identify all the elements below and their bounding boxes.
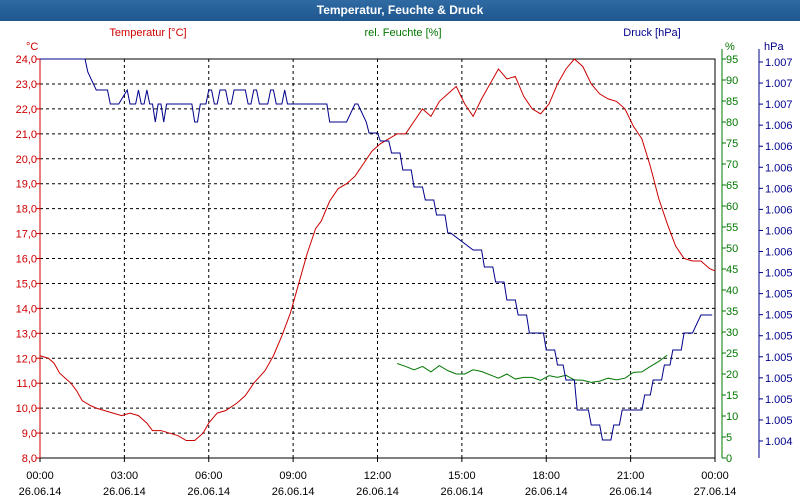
humidity-tick-label: 65: [726, 180, 738, 192]
time-axis: 00:00 26.06.14 03:00 26.06.14 06:00 26.06.14 0…: [19, 458, 737, 498]
pressure-tick-label: 1.006: [765, 225, 793, 237]
temperature-tick-label: 11,0: [16, 378, 37, 390]
time-tick-label: 15:00: [448, 470, 476, 482]
date-tick-label: 26.06.14: [187, 486, 230, 498]
gridlines: [40, 59, 715, 458]
humidity-tick-label: 95: [726, 54, 738, 66]
temperature-tick-label: 18,0: [16, 204, 37, 216]
pressure-tick-label: 1.007: [765, 57, 793, 69]
temperature-tick-label: 22,0: [16, 104, 37, 116]
pressure-tick-label: 1.005: [765, 310, 793, 322]
humidity-tick-label: 75: [726, 138, 738, 150]
date-tick-label: 26.06.14: [440, 486, 483, 498]
pressure-tick-label: 1.005: [765, 268, 793, 280]
temperature-series-line: [39, 58, 716, 442]
pressure-tick-label: 1.005: [765, 331, 793, 343]
pressure-tick-label: 1.004: [765, 436, 793, 448]
humidity-series-line: [397, 354, 668, 383]
time-tick-label: 00:00: [701, 470, 729, 482]
temperature-tick-label: 13,0: [16, 328, 37, 340]
pressure-tick-label: 1.005: [765, 289, 793, 301]
chart-title: Temperatur, Feuchte & Druck: [0, 0, 800, 21]
time-tick-label: 03:00: [111, 470, 139, 482]
humidity-tick-label: 30: [726, 327, 738, 339]
humidity-axis: 0 5 10 15 20 25 30 35 40 45 50 55 60 65 70 75 80 85 90 95: [721, 49, 738, 465]
humidity-tick-label: 60: [726, 201, 738, 213]
temperature-axis-label: Temperatur [°C]: [109, 27, 186, 39]
temperature-tick-label: 21,0: [16, 129, 37, 141]
humidity-tick-label: 50: [726, 243, 738, 255]
temperature-tick-label: 16,0: [16, 254, 37, 266]
pressure-tick-label: 1.006: [765, 162, 793, 174]
humidity-unit: %: [725, 41, 735, 53]
temperature-axis: 8,0 9,0 10,0 11,0 12,0 13,0 14,0 15,0 16,0 17,0 18…: [16, 54, 41, 465]
series-lines: [39, 58, 716, 442]
humidity-tick-label: 10: [726, 411, 738, 423]
temperature-tick-label: 17,0: [16, 229, 37, 241]
humidity-tick-label: 45: [726, 264, 738, 276]
pressure-tick-label: 1.006: [765, 141, 793, 153]
pressure-tick-label: 1.006: [765, 204, 793, 216]
temperature-tick-label: 23,0: [16, 79, 37, 91]
date-tick-label: 26.06.14: [356, 486, 399, 498]
humidity-tick-label: 90: [726, 75, 738, 87]
humidity-tick-label: 85: [726, 96, 738, 108]
temperature-tick-label: 8,0: [22, 453, 37, 465]
time-tick-label: 06:00: [195, 470, 223, 482]
chart-area: 8,0 9,0 10,0 11,0 12,0 13,0 14,0 15,0 16,0 17,0 18…: [16, 27, 793, 498]
pressure-tick-label: 1.007: [765, 99, 793, 111]
temperature-tick-label: 9,0: [22, 428, 37, 440]
temperature-tick-label: 19,0: [16, 179, 37, 191]
humidity-tick-label: 35: [726, 306, 738, 318]
humidity-tick-label: 0: [726, 453, 732, 465]
pressure-tick-label: 1.006: [765, 247, 793, 259]
temperature-tick-label: 12,0: [16, 353, 37, 365]
pressure-axis-label: Druck [hPa]: [623, 27, 680, 39]
time-tick-label: 18:00: [532, 470, 560, 482]
date-tick-label: 27.06.14: [694, 486, 737, 498]
date-tick-label: 26.06.14: [19, 486, 62, 498]
time-tick-label: 00:00: [26, 470, 54, 482]
humidity-tick-label: 40: [726, 285, 738, 297]
pressure-tick-label: 1.005: [765, 373, 793, 385]
time-tick-label: 12:00: [364, 470, 392, 482]
pressure-axis: 1.004 1.005 1.005 1.005 1.005 1.005 1.005 1.005…: [758, 49, 793, 458]
pressure-tick-label: 1.007: [765, 78, 793, 90]
temperature-tick-label: 15,0: [16, 278, 37, 290]
pressure-tick-label: 1.005: [765, 415, 793, 427]
humidity-axis-label: rel. Feuchte [%]: [364, 27, 441, 39]
temperature-tick-label: 10,0: [16, 403, 37, 415]
humidity-tick-label: 15: [726, 390, 738, 402]
date-tick-label: 26.06.14: [103, 486, 146, 498]
time-tick-label: 09:00: [279, 470, 307, 482]
humidity-tick-label: 80: [726, 117, 738, 129]
pressure-series-line: [40, 58, 713, 441]
date-tick-label: 26.06.14: [525, 486, 568, 498]
pressure-tick-label: 1.006: [765, 183, 793, 195]
temperature-tick-label: 24,0: [16, 54, 37, 66]
humidity-tick-label: 55: [726, 222, 738, 234]
pressure-tick-label: 1.006: [765, 120, 793, 132]
humidity-tick-label: 20: [726, 369, 738, 381]
date-tick-label: 26.06.14: [609, 486, 652, 498]
pressure-tick-label: 1.005: [765, 394, 793, 406]
humidity-tick-label: 70: [726, 159, 738, 171]
temperature-tick-label: 20,0: [16, 154, 37, 166]
date-tick-label: 26.06.14: [272, 486, 315, 498]
temperature-unit: °C: [26, 41, 38, 53]
humidity-tick-label: 5: [726, 432, 732, 444]
pressure-unit: hPa: [764, 41, 784, 53]
humidity-tick-label: 25: [726, 348, 738, 360]
pressure-tick-label: 1.005: [765, 352, 793, 364]
time-tick-label: 21:00: [617, 470, 645, 482]
temperature-tick-label: 14,0: [16, 303, 37, 315]
